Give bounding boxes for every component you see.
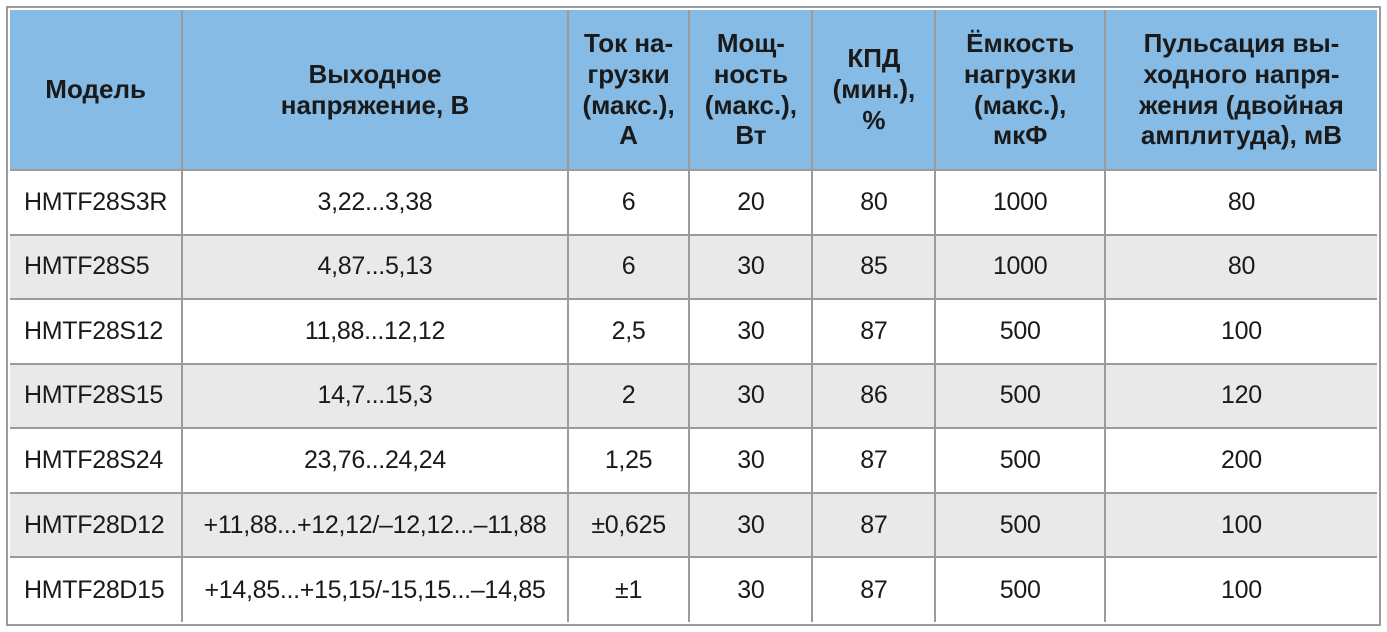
- cell-output-voltage: +11,88...+12,12/–12,12...–11,88: [181, 491, 569, 559]
- cell-load-current: 2,5: [566, 298, 691, 365]
- cell-load-current: ±1: [566, 556, 691, 623]
- cell-load-current: 6: [566, 233, 691, 301]
- cell-power: 30: [688, 362, 814, 430]
- cell-load-capacitance: 500: [934, 362, 1106, 430]
- cell-load-capacitance: 500: [934, 556, 1106, 623]
- cell-output-ripple: 80: [1103, 169, 1379, 236]
- table-header-row: Модель Выходное напряжение, В Ток на- гр…: [8, 9, 1379, 171]
- cell-output-voltage: 23,76...24,24: [181, 427, 569, 494]
- cell-load-capacitance: 1000: [934, 233, 1106, 301]
- table-row: HMTF28D12 +11,88...+12,12/–12,12...–11,8…: [8, 491, 1379, 559]
- cell-load-capacitance: 1000: [934, 169, 1106, 236]
- table-row: HMTF28S15 14,7...15,3 2 30 86 500 120: [8, 362, 1379, 430]
- cell-load-capacitance: 500: [934, 298, 1106, 365]
- column-header-load-current: Ток на- грузки (макс.), А: [566, 9, 691, 171]
- cell-load-capacitance: 500: [934, 427, 1106, 494]
- table-row: HMTF28S3R 3,22...3,38 6 20 80 1000 80: [8, 169, 1379, 236]
- spec-table-container: Модель Выходное напряжение, В Ток на- гр…: [6, 6, 1381, 626]
- cell-output-ripple: 200: [1103, 427, 1379, 494]
- cell-power: 30: [688, 233, 814, 301]
- cell-power: 30: [688, 298, 814, 365]
- cell-output-voltage: 11,88...12,12: [181, 298, 569, 365]
- cell-output-ripple: 80: [1103, 233, 1379, 301]
- cell-power: 30: [688, 491, 814, 559]
- table-row: HMTF28S12 11,88...12,12 2,5 30 87 500 10…: [8, 298, 1379, 365]
- cell-output-voltage: 14,7...15,3: [181, 362, 569, 430]
- cell-output-voltage: +14,85...+15,15/-15,15...–14,85: [181, 556, 569, 623]
- column-header-efficiency: КПД (мин.), %: [811, 9, 937, 171]
- cell-efficiency: 87: [811, 556, 937, 623]
- cell-model: HMTF28S12: [8, 298, 184, 365]
- cell-efficiency: 87: [811, 298, 937, 365]
- cell-power: 30: [688, 427, 814, 494]
- cell-efficiency: 87: [811, 491, 937, 559]
- cell-model: HMTF28D15: [8, 556, 184, 623]
- cell-power: 20: [688, 169, 814, 236]
- table-row: HMTF28S24 23,76...24,24 1,25 30 87 500 2…: [8, 427, 1379, 494]
- cell-output-voltage: 3,22...3,38: [181, 169, 569, 236]
- cell-output-ripple: 120: [1103, 362, 1379, 430]
- column-header-output-ripple: Пульсация вы- ходного напря- жения (двой…: [1103, 9, 1379, 171]
- cell-output-ripple: 100: [1103, 491, 1379, 559]
- cell-load-capacitance: 500: [934, 491, 1106, 559]
- power-module-spec-table: Модель Выходное напряжение, В Ток на- гр…: [8, 9, 1379, 623]
- cell-load-current: 6: [566, 169, 691, 236]
- cell-power: 30: [688, 556, 814, 623]
- cell-load-current: 2: [566, 362, 691, 430]
- cell-output-ripple: 100: [1103, 556, 1379, 623]
- cell-output-voltage: 4,87...5,13: [181, 233, 569, 301]
- cell-model: HMTF28S3R: [8, 169, 184, 236]
- cell-model: HMTF28S5: [8, 233, 184, 301]
- cell-efficiency: 85: [811, 233, 937, 301]
- table-row: HMTF28D15 +14,85...+15,15/-15,15...–14,8…: [8, 556, 1379, 623]
- column-header-output-voltage: Выходное напряжение, В: [181, 9, 569, 171]
- column-header-power: Мощ- ность (макс.), Вт: [688, 9, 814, 171]
- column-header-model: Модель: [8, 9, 184, 171]
- cell-efficiency: 80: [811, 169, 937, 236]
- cell-output-ripple: 100: [1103, 298, 1379, 365]
- column-header-load-capacitance: Ёмкость нагрузки (макс.), мкФ: [934, 9, 1106, 171]
- table-row: HMTF28S5 4,87...5,13 6 30 85 1000 80: [8, 233, 1379, 301]
- cell-model: HMTF28S15: [8, 362, 184, 430]
- cell-load-current: ±0,625: [566, 491, 691, 559]
- cell-efficiency: 87: [811, 427, 937, 494]
- table-body: HMTF28S3R 3,22...3,38 6 20 80 1000 80 HM…: [8, 169, 1379, 623]
- cell-model: HMTF28S24: [8, 427, 184, 494]
- cell-efficiency: 86: [811, 362, 937, 430]
- cell-model: HMTF28D12: [8, 491, 184, 559]
- cell-load-current: 1,25: [566, 427, 691, 494]
